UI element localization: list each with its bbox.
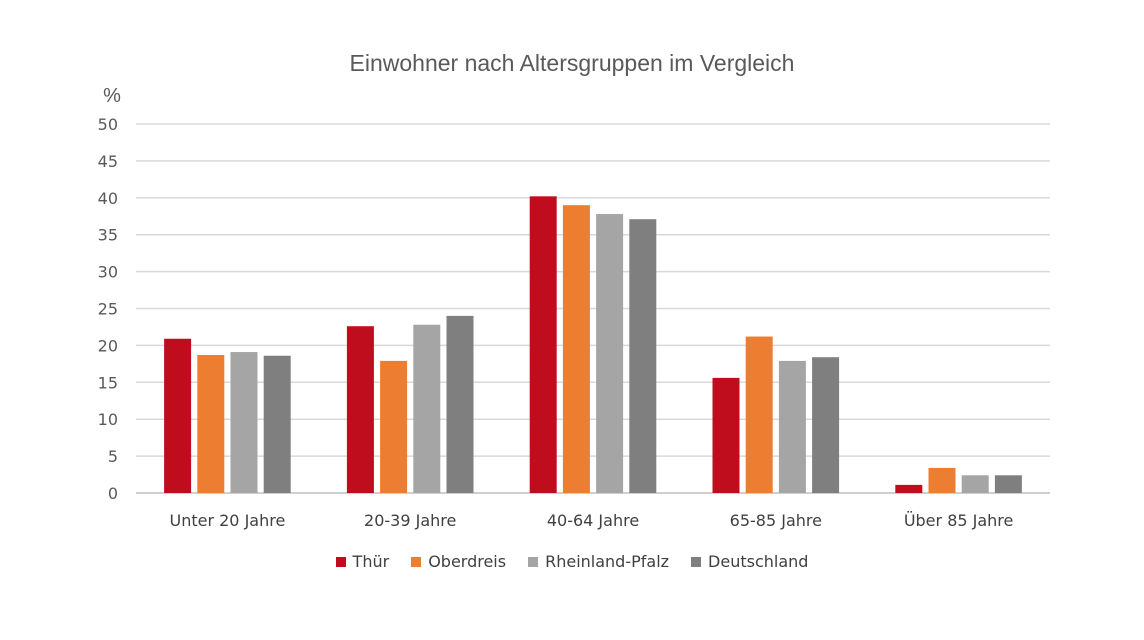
- legend-swatch: [335, 556, 346, 567]
- legend: Thür Oberdreis Rheinland-Pfalz Deutschland: [0, 552, 1144, 571]
- bar: [961, 475, 989, 493]
- bar: [928, 467, 956, 493]
- legend-label: Rheinland-Pfalz: [545, 552, 670, 571]
- x-tick-label: 40-64 Jahre: [547, 511, 639, 530]
- bar: [413, 324, 441, 493]
- bar: [629, 219, 657, 493]
- legend-item: Thür: [335, 552, 390, 571]
- bar: [812, 357, 840, 493]
- legend-item: Deutschland: [691, 552, 808, 571]
- bar: [895, 484, 923, 493]
- bar: [446, 315, 474, 493]
- bar: [263, 355, 291, 493]
- legend-item: Oberdreis: [411, 552, 506, 571]
- bar: [596, 214, 624, 493]
- x-tick-label: 65-85 Jahre: [730, 511, 822, 530]
- bar: [164, 338, 192, 493]
- bar: [562, 205, 590, 493]
- x-tick-label: Über 85 Jahre: [904, 511, 1014, 530]
- y-tick-label: 15: [98, 373, 118, 392]
- legend-label: Deutschland: [708, 552, 809, 571]
- legend-label: Thür: [352, 552, 390, 571]
- bar: [712, 377, 740, 493]
- y-tick-label: 5: [108, 447, 118, 466]
- bar: [994, 475, 1022, 493]
- legend-label: Oberdreis: [428, 552, 507, 571]
- y-tick-label: 20: [98, 336, 118, 355]
- y-tick-label: 45: [98, 152, 118, 171]
- bar: [346, 326, 374, 493]
- bar: [745, 336, 773, 493]
- y-axis-label: %: [103, 85, 121, 107]
- y-tick-label: 50: [98, 115, 118, 134]
- y-tick-label: 0: [108, 484, 118, 503]
- bar: [230, 352, 258, 493]
- bar: [380, 360, 408, 493]
- legend-swatch: [528, 556, 539, 567]
- legend-swatch: [411, 556, 422, 567]
- y-tick-label: 10: [98, 410, 118, 429]
- chart-title: Einwohner nach Altersgruppen im Vergleic…: [349, 50, 795, 76]
- legend-item: Rheinland-Pfalz: [528, 552, 669, 571]
- y-tick-label: 25: [98, 300, 118, 319]
- y-tick-label: 30: [98, 263, 118, 282]
- y-tick-label: 40: [98, 189, 118, 208]
- x-tick-label: 20-39 Jahre: [364, 511, 456, 530]
- bar: [197, 354, 225, 493]
- x-tick-label: Unter 20 Jahre: [169, 511, 285, 530]
- bar: [778, 360, 806, 493]
- legend-swatch: [691, 556, 702, 567]
- y-tick-label: 35: [98, 226, 118, 245]
- bar: [529, 196, 557, 493]
